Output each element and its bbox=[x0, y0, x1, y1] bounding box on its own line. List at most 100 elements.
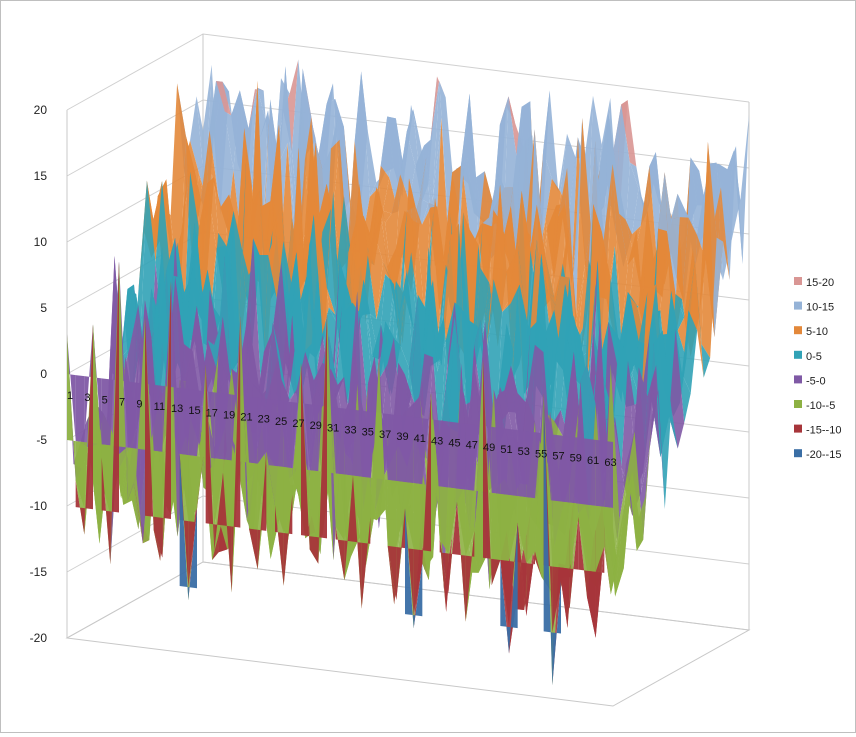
surface-facet bbox=[246, 149, 262, 280]
x-tick-label: 31 bbox=[327, 422, 339, 434]
legend-label: 15-20 bbox=[806, 277, 834, 289]
surface-facet bbox=[606, 164, 622, 338]
surface-front-band bbox=[101, 444, 111, 512]
surface-front-band bbox=[491, 558, 501, 586]
surface-front-band bbox=[552, 434, 561, 502]
surface-front-band bbox=[483, 359, 492, 586]
surface-facet bbox=[658, 172, 674, 351]
legend-label: -5-0 bbox=[806, 375, 826, 387]
surface-front-band bbox=[483, 359, 492, 493]
surface-front-band bbox=[413, 417, 423, 485]
surface-facet bbox=[586, 204, 602, 396]
surface-front-band bbox=[474, 359, 483, 531]
surface-facet bbox=[159, 237, 176, 406]
surface-front-band bbox=[396, 508, 405, 600]
surface-front-band bbox=[405, 508, 414, 616]
surface-facet bbox=[327, 313, 343, 561]
surface-facet bbox=[619, 213, 635, 266]
surface-front-band bbox=[422, 392, 431, 551]
surface-facet bbox=[305, 515, 321, 555]
surface-facet bbox=[641, 365, 657, 493]
surface-front-band bbox=[318, 313, 327, 564]
x-tick-label: 37 bbox=[379, 429, 391, 441]
surface-facet bbox=[201, 269, 217, 373]
surface-front-band bbox=[283, 494, 293, 586]
surface-front-band bbox=[327, 313, 336, 474]
surface-front-band bbox=[101, 457, 111, 565]
surface-facet bbox=[370, 274, 386, 360]
surface-facet bbox=[664, 172, 680, 351]
surface-facet bbox=[562, 277, 579, 370]
surface-facet bbox=[430, 299, 446, 454]
surface-front-band bbox=[431, 392, 440, 487]
surface-front-band bbox=[595, 546, 605, 638]
surface-facet bbox=[272, 124, 288, 318]
surface-facet bbox=[376, 187, 392, 224]
surface-facet bbox=[400, 131, 416, 201]
surface-facet bbox=[671, 193, 687, 219]
surface-facet bbox=[146, 180, 163, 263]
x-tick-label: 9 bbox=[136, 399, 142, 411]
surface-front-band bbox=[448, 487, 457, 554]
legend-swatch bbox=[794, 277, 802, 285]
surface-facet bbox=[617, 470, 633, 569]
surface-front-band bbox=[457, 422, 466, 490]
x-tick-label: 63 bbox=[604, 457, 616, 469]
surface-front-band bbox=[509, 522, 518, 628]
surface-front-band bbox=[84, 324, 93, 443]
surface-front-band bbox=[145, 317, 154, 530]
surface-facet bbox=[660, 231, 676, 402]
surface-front-band bbox=[448, 501, 457, 594]
surface-facet bbox=[320, 183, 336, 325]
x-tick-label: 33 bbox=[344, 425, 356, 437]
surface-facet bbox=[372, 191, 388, 268]
surface-facet bbox=[640, 284, 657, 402]
surface-facet bbox=[365, 310, 381, 413]
surface-facet bbox=[510, 239, 527, 324]
legend-swatch bbox=[794, 350, 802, 359]
surface-facet bbox=[374, 218, 390, 280]
surface-facet bbox=[121, 288, 137, 358]
surface-facet bbox=[422, 247, 438, 384]
surface-facet bbox=[424, 299, 440, 454]
surface-facet bbox=[272, 322, 288, 403]
surface-front-band bbox=[162, 281, 171, 558]
surface-facet bbox=[244, 335, 260, 391]
surface-front-band bbox=[379, 360, 388, 480]
gridline bbox=[66, 33, 750, 111]
surface-front-band bbox=[543, 393, 553, 501]
x-tick-label: 51 bbox=[500, 444, 512, 456]
surface-front-band bbox=[439, 486, 449, 554]
surface-facet bbox=[333, 261, 349, 398]
surface-facet bbox=[448, 488, 464, 594]
surface-facet bbox=[669, 294, 685, 402]
surface-facet bbox=[469, 93, 485, 236]
surface-front-band bbox=[439, 539, 449, 594]
surface-facet bbox=[426, 117, 442, 266]
surface-front-band bbox=[127, 447, 137, 501]
surface-front-band bbox=[500, 559, 509, 628]
surface-facet bbox=[192, 172, 208, 261]
surface-facet bbox=[677, 248, 693, 359]
surface-facet bbox=[354, 71, 370, 234]
x-tick-label: 57 bbox=[552, 450, 564, 462]
surface-front-band bbox=[283, 466, 293, 533]
surface-facet bbox=[196, 64, 212, 195]
legend-swatch bbox=[794, 301, 802, 310]
surface-front-band bbox=[552, 580, 561, 686]
surface-facet bbox=[212, 354, 228, 496]
surface-front-band bbox=[84, 324, 93, 509]
surface-front-band bbox=[119, 261, 128, 501]
x-tick-label: 61 bbox=[587, 455, 599, 467]
z-tick-label: -5 bbox=[36, 433, 47, 447]
surface-facet bbox=[493, 184, 509, 313]
surface-front-band bbox=[344, 475, 353, 581]
surface-facet bbox=[212, 526, 228, 560]
z-tick-label: 10 bbox=[34, 235, 48, 249]
surface-facet bbox=[612, 346, 628, 468]
surface-front-band bbox=[257, 451, 267, 530]
surface-front-band bbox=[500, 493, 509, 562]
z-tick-label: 0 bbox=[40, 367, 47, 381]
surface-facet bbox=[224, 90, 240, 171]
surface-facet bbox=[263, 124, 279, 286]
